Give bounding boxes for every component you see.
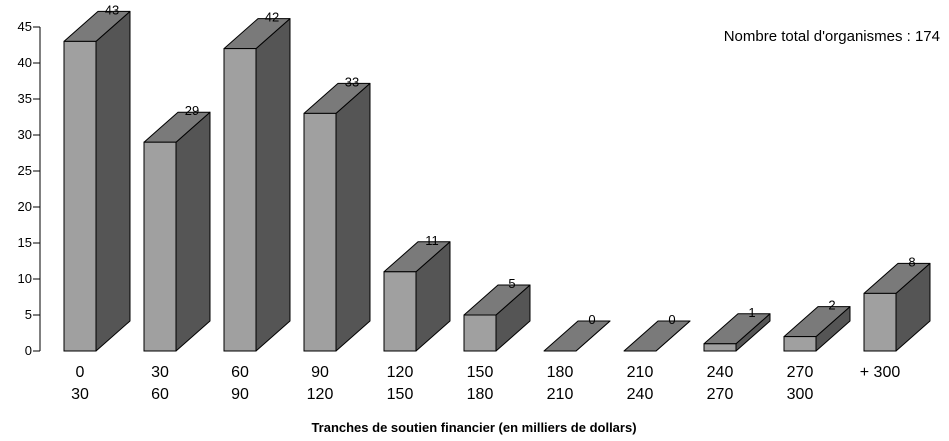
y-tick-label: 15 bbox=[18, 235, 32, 250]
value-label: 8 bbox=[908, 254, 915, 269]
value-label: 33 bbox=[345, 74, 359, 89]
bar-front bbox=[63, 40, 97, 352]
value-label: 0 bbox=[668, 312, 675, 327]
category-label: 0 bbox=[76, 364, 85, 381]
x-axis-label: Tranches de soutien financier (en millie… bbox=[311, 420, 636, 435]
category-label: 120 bbox=[387, 364, 414, 381]
category-label: 60 bbox=[231, 364, 249, 381]
bar bbox=[703, 313, 771, 352]
bar-front bbox=[863, 292, 897, 352]
category-label: 270 bbox=[787, 364, 814, 381]
bar-top bbox=[623, 320, 691, 352]
value-label: 0 bbox=[588, 312, 595, 327]
bar-side bbox=[95, 10, 131, 352]
bar bbox=[623, 320, 691, 352]
y-tick-label: 35 bbox=[18, 91, 32, 106]
y-tick-label: 45 bbox=[18, 19, 32, 34]
bar-front bbox=[223, 48, 257, 352]
category-label: 210 bbox=[627, 364, 654, 381]
category-label: 180 bbox=[547, 364, 574, 381]
category-label: 60 bbox=[151, 386, 169, 403]
value-label: 42 bbox=[265, 10, 279, 25]
category-label: 240 bbox=[627, 386, 654, 403]
y-tick-label: 40 bbox=[18, 55, 32, 70]
bar-front bbox=[303, 112, 337, 352]
category-label: 240 bbox=[707, 364, 734, 381]
bar-front bbox=[463, 314, 497, 352]
bar bbox=[143, 111, 211, 352]
bar-front bbox=[783, 336, 817, 352]
bars bbox=[63, 10, 931, 352]
value-label: 29 bbox=[185, 103, 199, 118]
category-label: 180 bbox=[467, 386, 494, 403]
bar-top bbox=[543, 320, 611, 352]
bar bbox=[223, 18, 291, 352]
category-label: 30 bbox=[151, 364, 169, 381]
category-label: 300 bbox=[787, 386, 814, 403]
bar bbox=[863, 262, 931, 352]
bar-side bbox=[175, 111, 211, 352]
y-tick-label: 0 bbox=[25, 343, 32, 358]
value-labels: 43 29 42 33 11 5 0 0 1 2 8 bbox=[105, 2, 916, 327]
value-label: 5 bbox=[508, 276, 515, 291]
bar bbox=[463, 284, 531, 352]
value-label: 11 bbox=[425, 233, 439, 248]
bar-side bbox=[335, 82, 371, 352]
category-label: 90 bbox=[231, 386, 249, 403]
bar-front bbox=[383, 271, 417, 352]
bar-front bbox=[703, 343, 737, 352]
value-label: 2 bbox=[828, 298, 835, 313]
category-label: 210 bbox=[547, 386, 574, 403]
value-label: 1 bbox=[748, 305, 755, 320]
y-tick-label: 20 bbox=[18, 199, 32, 214]
bar bbox=[783, 306, 851, 352]
y-tick-label: 30 bbox=[18, 127, 32, 142]
value-label: 43 bbox=[105, 2, 119, 17]
category-label: 30 bbox=[71, 386, 89, 403]
bar-side bbox=[255, 18, 291, 352]
bar bbox=[383, 241, 451, 352]
y-tick-label: 5 bbox=[25, 307, 32, 322]
category-label: 90 bbox=[311, 364, 329, 381]
category-label: 270 bbox=[707, 386, 734, 403]
category-label: 150 bbox=[467, 364, 494, 381]
y-axis: 0 5 10 15 20 25 30 35 40 45 bbox=[18, 19, 41, 358]
category-label: 150 bbox=[387, 386, 414, 403]
bar bbox=[63, 10, 131, 352]
bar bbox=[543, 320, 611, 352]
y-tick-label: 25 bbox=[18, 163, 32, 178]
category-labels: 0 30 30 60 60 90 90 120 120 150 150 180 180 210 210 240… bbox=[71, 364, 900, 403]
bar-front bbox=[143, 141, 177, 352]
category-label: 120 bbox=[307, 386, 334, 403]
category-label: + 300 bbox=[860, 364, 901, 381]
y-tick-label: 10 bbox=[18, 271, 32, 286]
total-annotation: Nombre total d'organismes : 174 bbox=[724, 28, 940, 45]
bar bbox=[303, 82, 371, 352]
